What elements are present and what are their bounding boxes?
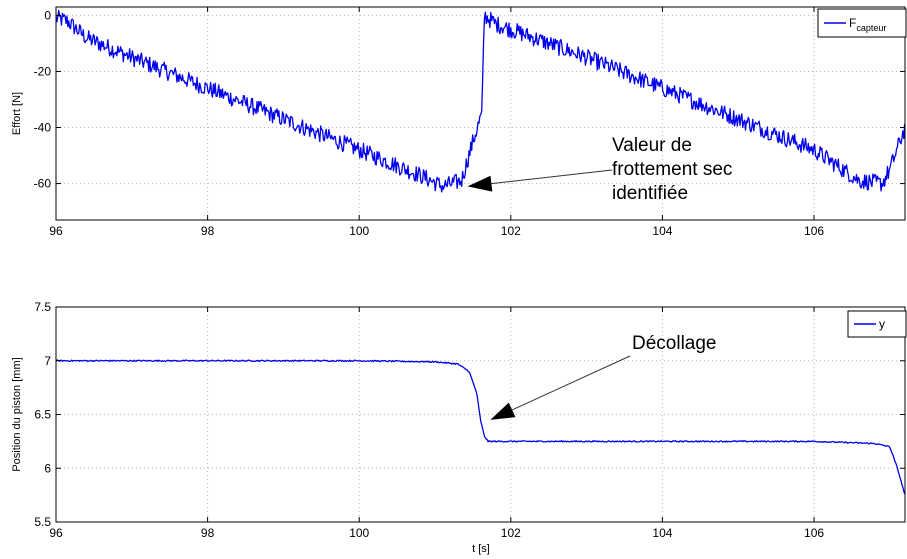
legend-label: y — [879, 317, 885, 331]
y-tick-label: -60 — [34, 177, 52, 191]
x-tick-label: 102 — [501, 224, 521, 238]
x-tick-label: 96 — [49, 224, 63, 238]
axes-frame — [55, 6, 906, 221]
position-plot: 96 98 100 102 104 106 5.5 6 6.5 7 7.5 Position du p… — [11, 300, 907, 555]
x-axis-label: t [s] — [472, 543, 490, 555]
series-line-f-capteur — [56, 9, 905, 193]
annotation: Valeur de frottement sec identifiée — [467, 135, 732, 204]
annotation-arrow-line — [491, 169, 613, 185]
y-tick-label: 6.5 — [34, 408, 51, 422]
annotation-text: Décollage — [632, 333, 717, 354]
x-tick-label: 98 — [201, 224, 215, 238]
effort-plot: 96 98 100 102 104 106 0 -20 -40 -60 Effort [N] Fcap… — [11, 6, 907, 238]
annotation-arrow-head — [490, 402, 516, 420]
y-tick-label: 7 — [44, 354, 51, 368]
annotation: Décollage — [490, 333, 717, 420]
annotation-arrow-head — [467, 175, 493, 192]
y-tick-label: 5.5 — [34, 515, 51, 529]
y-tick-label: -40 — [34, 121, 52, 135]
annotation-text: identifiée — [612, 183, 688, 204]
x-tick-label: 96 — [49, 526, 63, 540]
x-tick-label: 104 — [652, 526, 672, 540]
x-tick-label: 100 — [349, 224, 369, 238]
y-tick-label: 6 — [44, 461, 51, 475]
x-tick-label: 106 — [804, 526, 824, 540]
x-tick-label: 102 — [501, 526, 521, 540]
x-tick-label: 106 — [804, 224, 824, 238]
x-tick-label: 104 — [652, 224, 672, 238]
y-axis-label: Effort [N] — [11, 92, 23, 135]
legend: y — [847, 310, 907, 338]
y-tick-label: 0 — [44, 8, 51, 22]
x-tick-label: 98 — [201, 526, 215, 540]
annotation-arrow-line — [511, 355, 631, 411]
legend: Fcapteur — [817, 8, 907, 38]
annotation-text: frottement sec — [612, 159, 732, 180]
y-axis-label: Position du piston [mm] — [11, 357, 23, 471]
y-tick-label: -20 — [34, 64, 52, 78]
x-tick-label: 100 — [349, 526, 369, 540]
series-line-y — [56, 359, 905, 495]
annotation-text: Valeur de — [612, 135, 692, 156]
y-tick-label: 7.5 — [34, 300, 51, 314]
legend-label: Fcapteur — [849, 16, 886, 33]
